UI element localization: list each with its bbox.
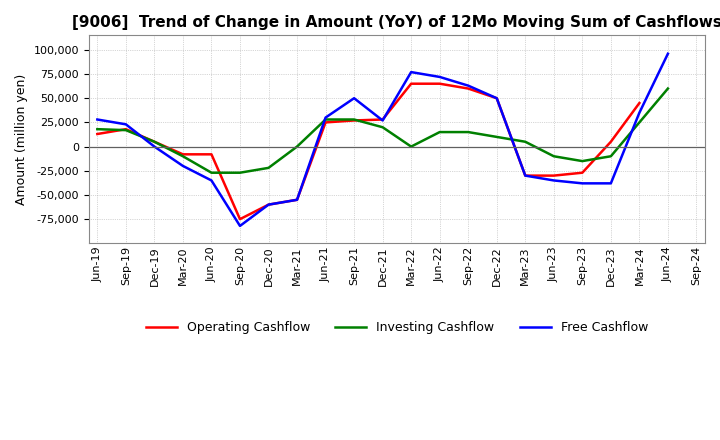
- Operating Cashflow: [549, 173, 558, 178]
- Operating Cashflow: [635, 100, 644, 106]
- Free Cashflow: [93, 117, 102, 122]
- Investing Cashflow: [179, 154, 187, 159]
- Free Cashflow: [179, 163, 187, 169]
- Investing Cashflow: [635, 120, 644, 125]
- Operating Cashflow: [264, 202, 273, 207]
- Investing Cashflow: [521, 139, 530, 144]
- Free Cashflow: [378, 118, 387, 123]
- Operating Cashflow: [464, 86, 472, 91]
- Investing Cashflow: [207, 170, 216, 176]
- Investing Cashflow: [93, 127, 102, 132]
- Free Cashflow: [578, 181, 587, 186]
- Free Cashflow: [464, 83, 472, 88]
- Operating Cashflow: [235, 216, 244, 222]
- Operating Cashflow: [321, 120, 330, 125]
- Free Cashflow: [436, 74, 444, 80]
- Free Cashflow: [549, 178, 558, 183]
- Operating Cashflow: [293, 197, 302, 202]
- Free Cashflow: [293, 197, 302, 202]
- Y-axis label: Amount (million yen): Amount (million yen): [15, 74, 28, 205]
- Operating Cashflow: [378, 117, 387, 122]
- Operating Cashflow: [350, 118, 359, 123]
- Free Cashflow: [235, 223, 244, 228]
- Investing Cashflow: [378, 125, 387, 130]
- Line: Investing Cashflow: Investing Cashflow: [97, 88, 668, 173]
- Operating Cashflow: [150, 139, 158, 144]
- Line: Operating Cashflow: Operating Cashflow: [97, 84, 639, 219]
- Investing Cashflow: [436, 129, 444, 135]
- Investing Cashflow: [578, 158, 587, 164]
- Operating Cashflow: [521, 173, 530, 178]
- Free Cashflow: [521, 173, 530, 178]
- Operating Cashflow: [207, 152, 216, 157]
- Operating Cashflow: [179, 152, 187, 157]
- Operating Cashflow: [93, 132, 102, 137]
- Investing Cashflow: [321, 117, 330, 122]
- Free Cashflow: [492, 95, 501, 101]
- Investing Cashflow: [606, 154, 615, 159]
- Legend: Operating Cashflow, Investing Cashflow, Free Cashflow: Operating Cashflow, Investing Cashflow, …: [140, 316, 653, 339]
- Free Cashflow: [122, 122, 130, 127]
- Operating Cashflow: [606, 139, 615, 144]
- Free Cashflow: [664, 51, 672, 56]
- Investing Cashflow: [549, 154, 558, 159]
- Title: [9006]  Trend of Change in Amount (YoY) of 12Mo Moving Sum of Cashflows: [9006] Trend of Change in Amount (YoY) o…: [72, 15, 720, 30]
- Free Cashflow: [606, 181, 615, 186]
- Investing Cashflow: [122, 128, 130, 133]
- Operating Cashflow: [436, 81, 444, 86]
- Free Cashflow: [207, 178, 216, 183]
- Free Cashflow: [350, 95, 359, 101]
- Operating Cashflow: [122, 127, 130, 132]
- Investing Cashflow: [407, 144, 415, 149]
- Investing Cashflow: [464, 129, 472, 135]
- Operating Cashflow: [578, 170, 587, 176]
- Operating Cashflow: [492, 95, 501, 101]
- Investing Cashflow: [492, 134, 501, 139]
- Free Cashflow: [635, 110, 644, 115]
- Investing Cashflow: [350, 117, 359, 122]
- Investing Cashflow: [264, 165, 273, 171]
- Free Cashflow: [407, 70, 415, 75]
- Free Cashflow: [264, 202, 273, 207]
- Investing Cashflow: [293, 144, 302, 149]
- Free Cashflow: [321, 115, 330, 120]
- Investing Cashflow: [235, 170, 244, 176]
- Operating Cashflow: [407, 81, 415, 86]
- Free Cashflow: [150, 144, 158, 149]
- Investing Cashflow: [664, 86, 672, 91]
- Line: Free Cashflow: Free Cashflow: [97, 54, 668, 226]
- Investing Cashflow: [150, 139, 158, 144]
